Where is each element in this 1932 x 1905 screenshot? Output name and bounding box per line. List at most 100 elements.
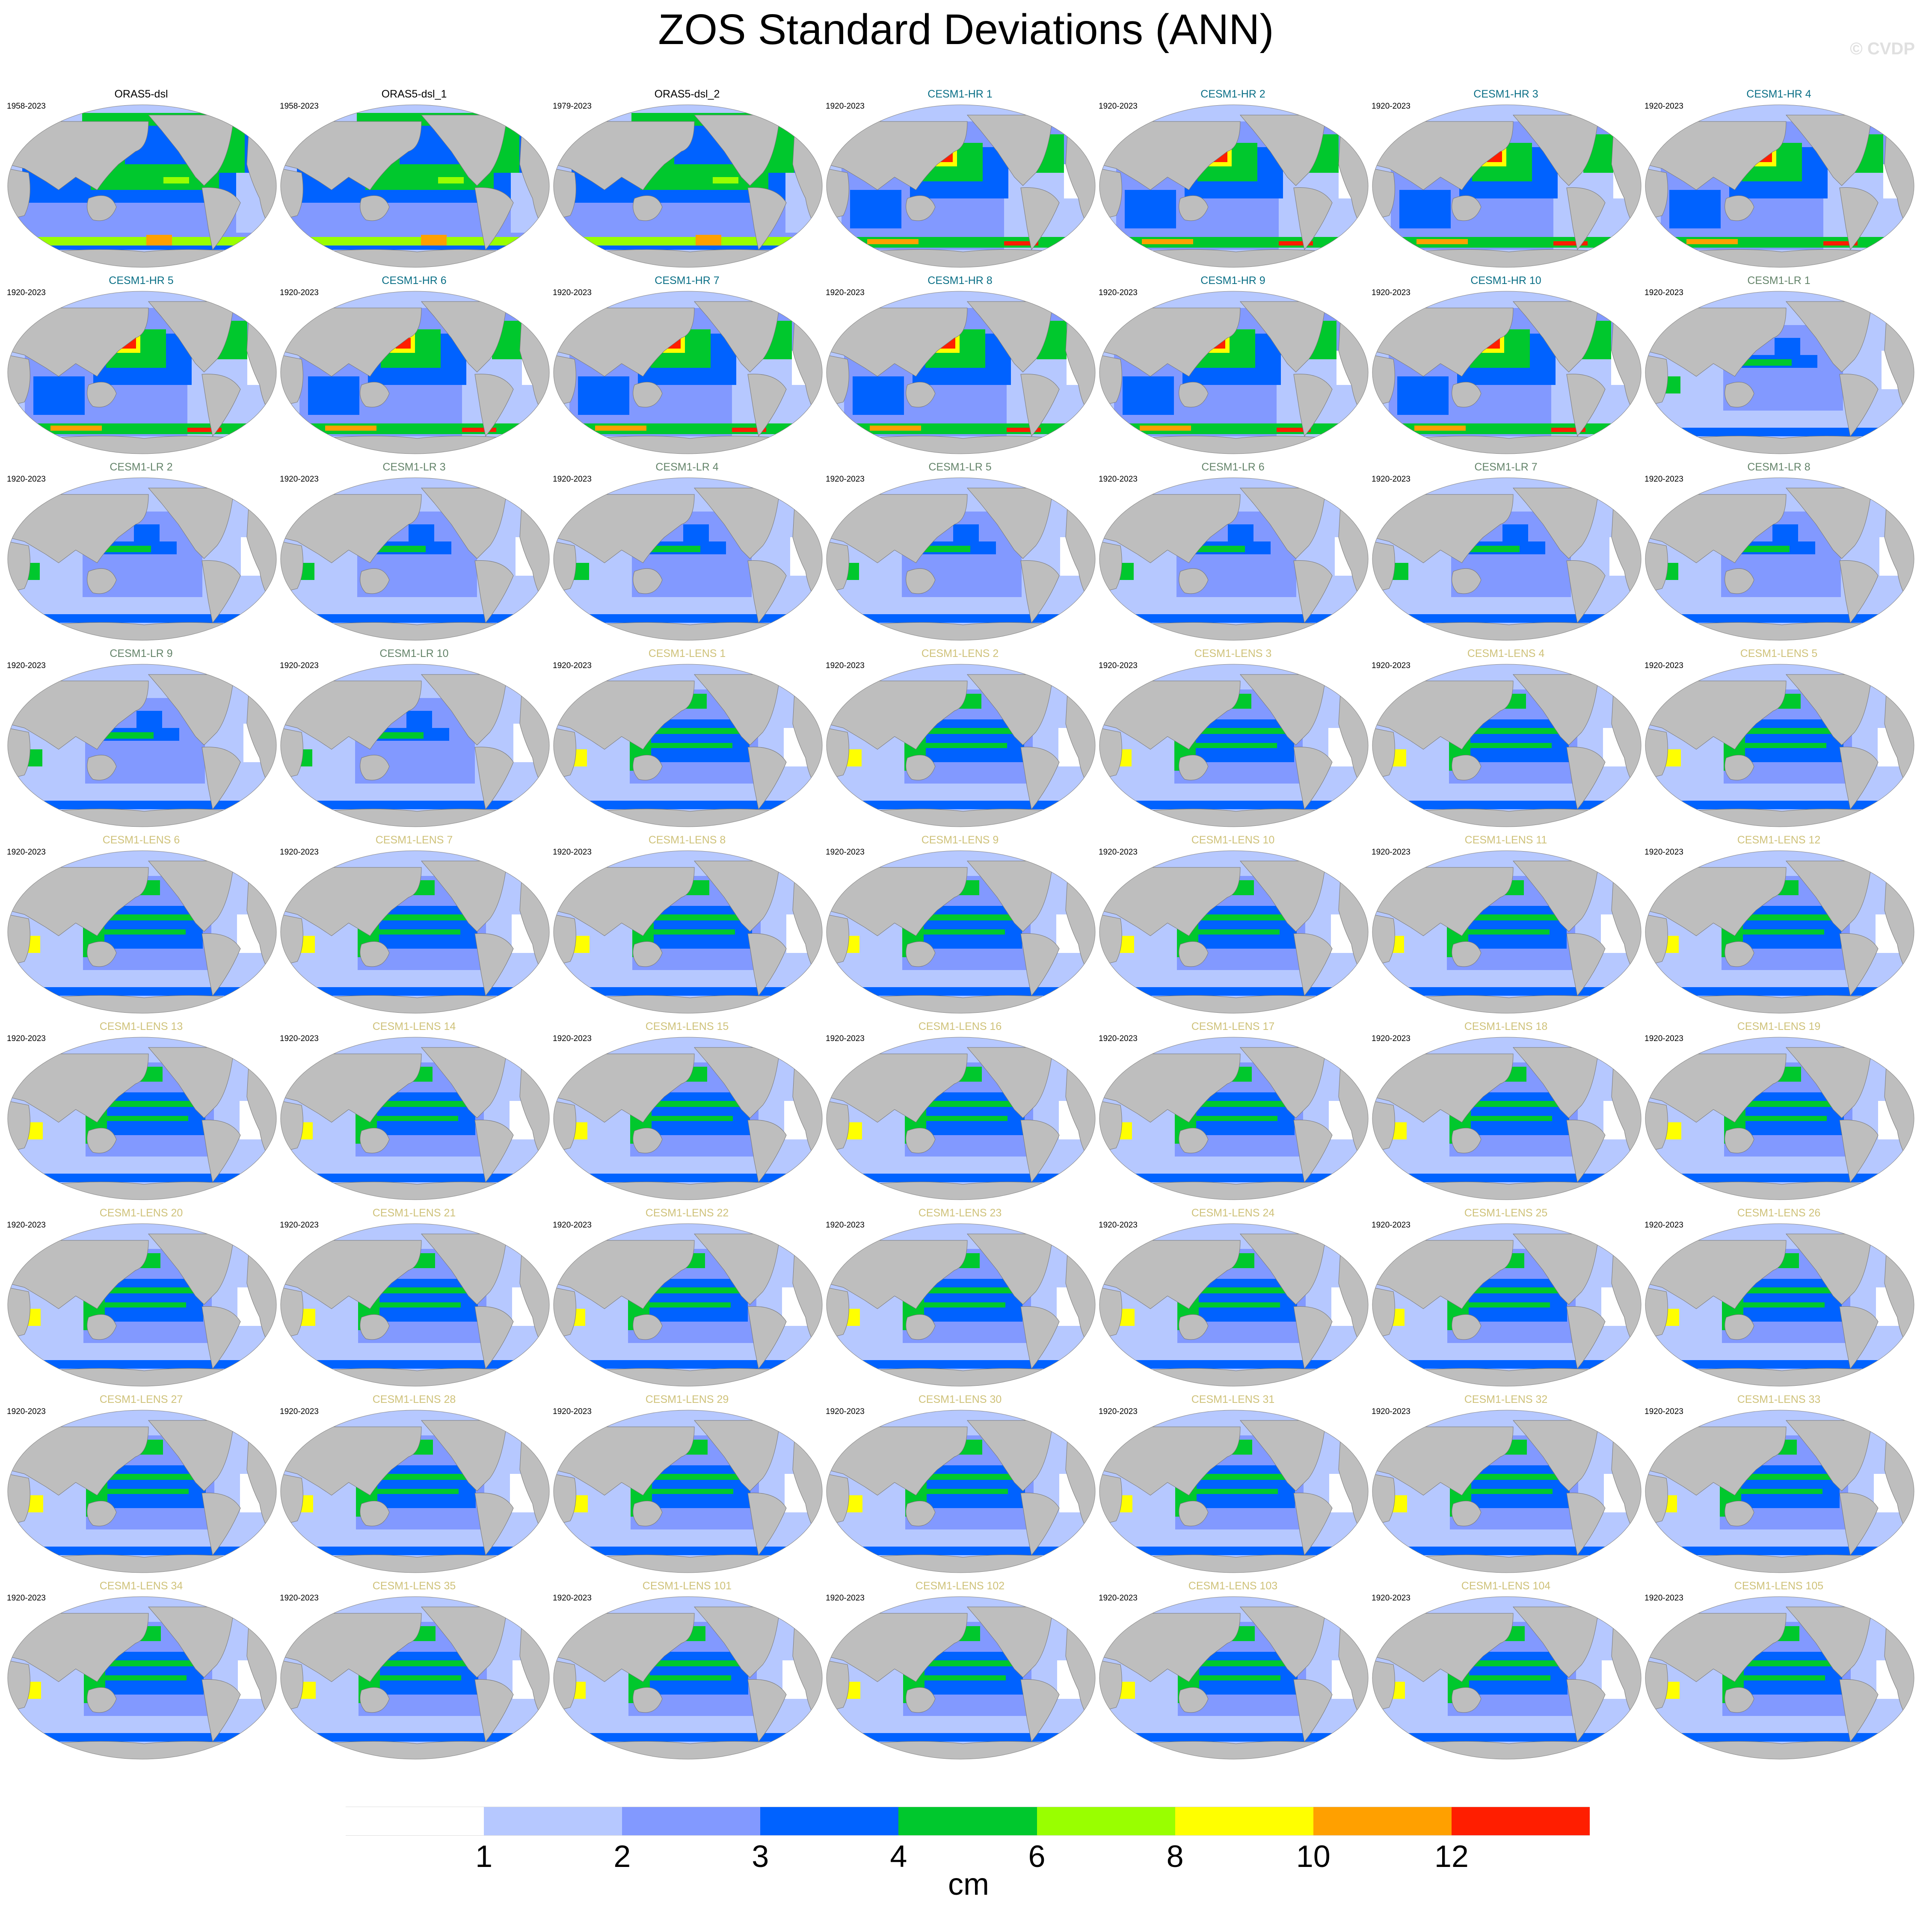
panel-title: CESM1-LENS 34 — [99, 1580, 183, 1592]
panel-period: 1920-2023 — [7, 1034, 46, 1043]
land-mass — [827, 1100, 849, 1153]
land-mass — [1566, 1119, 1606, 1183]
std-dev-region — [296, 1547, 527, 1555]
ocean-map — [1099, 1037, 1369, 1200]
ocean-map — [280, 1596, 550, 1760]
ocean-map — [826, 477, 1096, 641]
land-mass — [8, 1053, 149, 1123]
land-mass — [87, 1127, 117, 1154]
land-mass — [827, 1473, 849, 1526]
land-mass — [827, 680, 968, 750]
land-mass — [1293, 1306, 1333, 1370]
map-outline — [280, 1037, 550, 1200]
std-dev-region — [298, 987, 529, 996]
panel-period: 1920-2023 — [1099, 288, 1138, 297]
panel-title: CESM1-HR 5 — [109, 275, 174, 287]
std-dev-region — [1194, 1287, 1289, 1293]
std-dev-region — [376, 1675, 461, 1680]
panel-title: CESM1-LENS 4 — [1467, 648, 1545, 660]
panel-period: 1920-2023 — [826, 288, 865, 297]
map-panel: CESM1-LR 3 1920-2023 — [273, 459, 550, 645]
land-mass — [827, 1368, 1095, 1386]
land-mass — [1020, 373, 1060, 437]
land-mass — [1020, 1119, 1060, 1183]
land-mass — [281, 728, 303, 780]
panel-period: 1920-2023 — [1645, 1407, 1683, 1416]
map-panel: CESM1-LR 2 1920-2023 — [0, 459, 277, 645]
panel-title: CESM1-LR 4 — [655, 461, 719, 473]
land-mass — [1645, 1660, 1668, 1712]
map-outline — [7, 477, 277, 641]
map-outline — [553, 664, 823, 827]
map-outline — [7, 664, 277, 827]
ocean-map — [280, 1037, 550, 1200]
std-dev-region — [33, 376, 85, 415]
land-mass — [1839, 1679, 1879, 1742]
std-dev-region — [103, 1474, 197, 1480]
map-outline — [826, 1223, 1096, 1387]
std-dev-region — [1464, 546, 1520, 552]
panel-title: CESM1-LENS 105 — [1734, 1580, 1824, 1592]
std-dev-region — [1739, 929, 1824, 935]
std-dev-region — [1279, 241, 1313, 246]
land-mass — [1099, 680, 1241, 750]
panel-title: CESM1-LENS 14 — [372, 1021, 456, 1032]
land-mass — [633, 1500, 663, 1526]
std-dev-region — [1772, 524, 1798, 541]
figure-title: ZOS Standard Deviations (ANN) — [658, 6, 1274, 53]
panel-period: 1920-2023 — [1645, 288, 1683, 297]
std-dev-region — [1192, 1101, 1286, 1107]
panel-title: CESM1-HR 10 — [1470, 275, 1541, 287]
land-mass — [1645, 622, 1914, 640]
std-dev-region — [850, 190, 901, 228]
land-mass — [87, 1500, 117, 1526]
land-mass — [1839, 373, 1879, 437]
panel-period: 1920-2023 — [7, 475, 46, 484]
land-mass — [1020, 1306, 1060, 1370]
land-mass — [281, 808, 549, 827]
std-dev-region — [1007, 428, 1041, 432]
std-dev-region — [842, 987, 1073, 996]
land-mass — [474, 746, 514, 810]
land-mass — [8, 728, 30, 780]
land-mass — [1645, 121, 1787, 190]
map-outline — [1099, 291, 1369, 454]
land-mass — [281, 1287, 303, 1339]
land-mass — [1179, 568, 1209, 594]
land-mass — [1645, 995, 1914, 1013]
map-panel: CESM1-HR 10 1920-2023 — [1365, 272, 1642, 459]
map-outline — [1645, 1596, 1914, 1760]
land-mass — [1566, 746, 1606, 810]
panel-title: CESM1-LR 9 — [110, 648, 173, 660]
std-dev-region — [915, 546, 970, 552]
std-dev-region — [370, 546, 426, 552]
map-outline — [553, 850, 823, 1014]
land-mass — [1452, 1687, 1482, 1713]
land-mass — [1645, 1426, 1787, 1496]
land-mass — [1020, 746, 1060, 810]
land-mass — [1566, 933, 1606, 997]
std-dev-region — [1739, 1287, 1833, 1293]
map-outline — [7, 1037, 277, 1200]
panel-period: 1920-2023 — [280, 661, 319, 670]
land-mass — [1372, 249, 1641, 267]
std-dev-region — [919, 929, 1005, 935]
std-dev-region — [922, 1489, 1008, 1494]
std-dev-region — [1737, 1474, 1831, 1480]
std-dev-region — [843, 1360, 1074, 1369]
land-mass — [1372, 1287, 1395, 1339]
std-dev-region — [732, 428, 766, 432]
std-dev-region — [101, 1302, 186, 1307]
std-dev-region — [1140, 426, 1191, 431]
land-mass — [1645, 494, 1787, 563]
panel-period: 1920-2023 — [553, 661, 592, 670]
land-mass — [1372, 1741, 1641, 1759]
panel-period: 1920-2023 — [280, 1407, 319, 1416]
land-mass — [360, 1500, 390, 1526]
ocean-map — [1645, 104, 1914, 268]
land-mass — [360, 754, 390, 781]
land-mass — [201, 1492, 241, 1556]
panel-title: CESM1-LENS 24 — [1191, 1207, 1275, 1219]
land-mass — [281, 121, 422, 190]
map-panel: CESM1-LENS 5 1920-2023 — [1638, 645, 1914, 831]
